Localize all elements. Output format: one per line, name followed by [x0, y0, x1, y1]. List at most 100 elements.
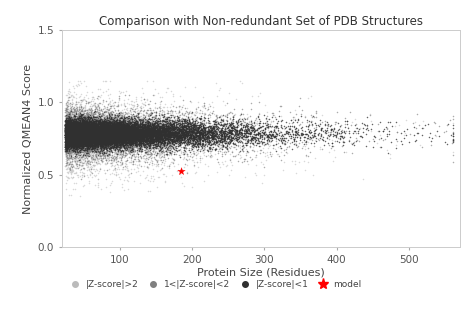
Point [99, 107, 107, 112]
Point [101, 118, 109, 124]
Point [102, 123, 109, 129]
Point [91, 132, 99, 138]
Point [63, 124, 71, 129]
Point [77, 139, 85, 145]
Point [72, 144, 80, 150]
Point [82, 132, 90, 137]
Point [126, 132, 133, 138]
Point [100, 138, 108, 143]
Point [67, 125, 75, 130]
Point [65, 132, 73, 138]
Point [167, 148, 175, 154]
Point [98, 128, 106, 134]
Point [68, 99, 76, 105]
Point [65, 116, 73, 121]
Point [106, 138, 113, 144]
Point [70, 137, 77, 142]
Point [162, 135, 169, 141]
Point [98, 144, 105, 149]
Point [73, 123, 80, 128]
Point [109, 136, 117, 141]
Point [64, 135, 72, 140]
Point [68, 129, 76, 134]
Point [112, 141, 119, 146]
Point [200, 141, 207, 146]
Point [84, 136, 92, 141]
Point [145, 122, 152, 127]
Point [108, 126, 116, 131]
Point [166, 104, 173, 110]
Point [139, 117, 147, 123]
Point [138, 117, 146, 122]
Point [66, 129, 74, 134]
Point [85, 137, 92, 142]
Point [73, 131, 81, 137]
Point [157, 143, 164, 148]
Point [101, 126, 109, 131]
Point [151, 126, 158, 131]
Point [65, 133, 73, 138]
Point [89, 133, 96, 139]
Point [114, 139, 122, 144]
Point [99, 148, 106, 153]
Point [81, 125, 89, 131]
Point [84, 131, 92, 137]
Point [101, 123, 109, 129]
Point [65, 125, 73, 130]
Point [89, 141, 97, 147]
Point [97, 117, 104, 122]
Point [156, 150, 164, 156]
Point [64, 134, 72, 140]
Point [230, 125, 237, 131]
Point [70, 146, 77, 151]
Point [62, 134, 69, 139]
Point [110, 144, 118, 150]
Point [148, 137, 155, 143]
Point [63, 129, 70, 134]
Point [84, 125, 92, 130]
Point [292, 141, 299, 146]
Point [137, 132, 145, 138]
Point [154, 122, 162, 127]
Point [101, 118, 109, 123]
Point [107, 124, 115, 129]
Point [173, 132, 181, 137]
Point [64, 135, 71, 141]
Point [91, 128, 99, 133]
Point [300, 131, 307, 137]
Point [222, 149, 229, 155]
Point [81, 135, 89, 141]
Point [101, 151, 109, 156]
Point [178, 112, 186, 117]
Point [140, 134, 147, 139]
Point [89, 138, 97, 143]
Point [115, 120, 122, 125]
Point [77, 129, 85, 135]
Point [168, 124, 176, 129]
Point [69, 154, 76, 160]
Point [70, 135, 77, 140]
Point [72, 132, 79, 137]
Point [170, 141, 178, 147]
Point [229, 117, 237, 122]
Point [192, 127, 200, 133]
Point [142, 109, 150, 115]
Point [133, 153, 140, 159]
Point [116, 136, 123, 141]
Point [96, 124, 104, 129]
Point [126, 135, 133, 141]
Point [177, 117, 185, 123]
Point [78, 160, 86, 165]
Point [145, 134, 152, 140]
Point [74, 137, 82, 142]
Point [68, 161, 76, 166]
Point [271, 134, 278, 140]
Point [85, 124, 92, 129]
Point [63, 136, 71, 142]
Point [137, 130, 145, 135]
Point [64, 141, 71, 146]
Point [76, 116, 83, 121]
Point [259, 124, 267, 129]
Point [103, 130, 110, 135]
Point [75, 134, 83, 139]
